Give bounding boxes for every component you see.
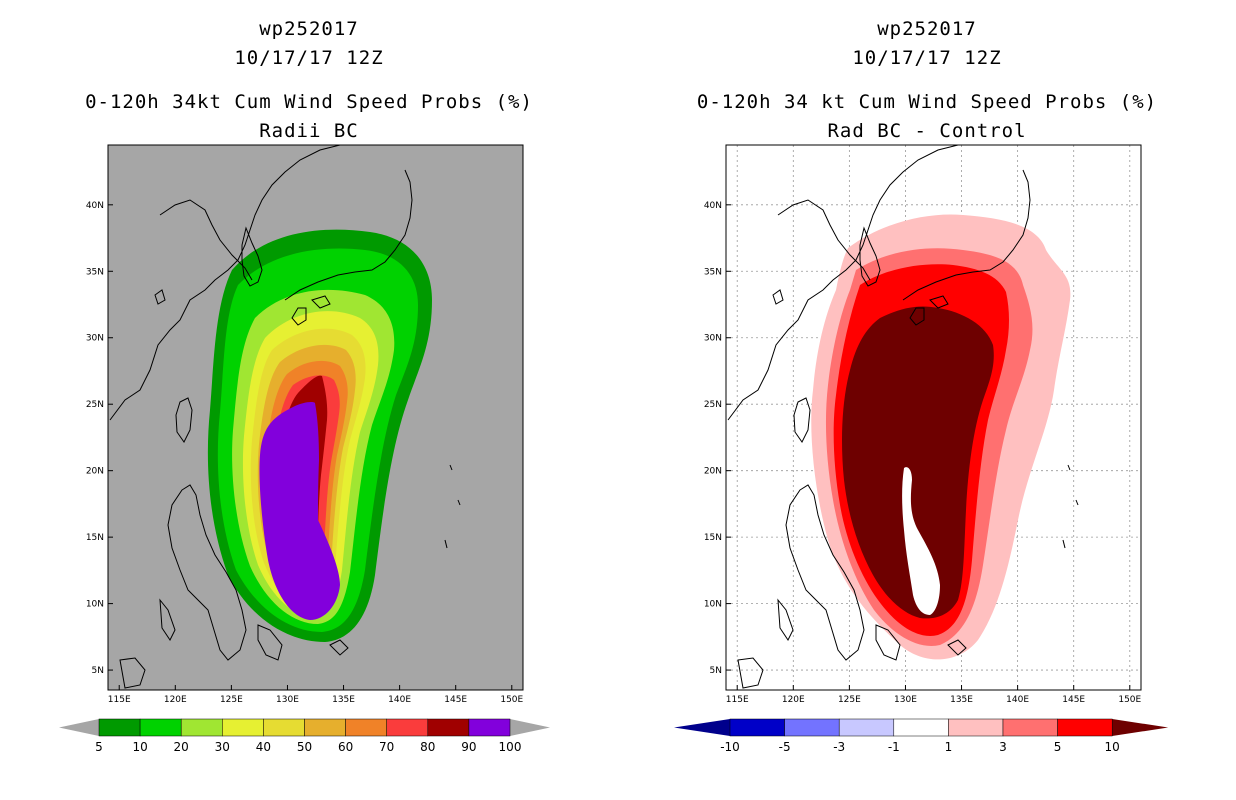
colorbar-label: -1 <box>888 740 900 754</box>
lat-label: 35N <box>86 267 104 277</box>
left-title-date: 10/17/17 12Z <box>234 47 384 69</box>
colorbar-label: 80 <box>420 740 435 754</box>
left-colorbar: 5 10 20 30 40 50 60 70 80 90 100 <box>59 718 550 754</box>
lon-label: 145E <box>444 695 467 705</box>
lat-label: 5N <box>710 666 722 676</box>
right-map-panel: wp252017 10/17/17 12Z 0-120h 34 kt Cum W… <box>618 0 1236 800</box>
lon-label: 140E <box>1006 695 1029 705</box>
colorbar-swatch <box>893 718 949 737</box>
colorbar-label: 60 <box>338 740 353 754</box>
lat-label: 35N <box>704 267 722 277</box>
left-probability-field <box>109 145 461 689</box>
colorbar-label: 1 <box>945 740 953 754</box>
right-title-subtitle: Rad BC - Control <box>827 120 1027 142</box>
right-coastlines <box>727 145 1079 689</box>
colorbar-swatch <box>427 718 470 737</box>
left-map-figure: 40N 35N 30N 25N 20N 15N 10N 5N 115E 120E 125E 130E 1… <box>59 144 550 754</box>
left-map-frame <box>107 144 524 691</box>
colorbar-label: 20 <box>174 740 189 754</box>
lon-label: 115E <box>726 695 749 705</box>
right-title-storm: wp252017 <box>877 18 977 40</box>
contour-90 <box>259 402 340 620</box>
left-title-storm: wp252017 <box>259 18 359 40</box>
colorbar-arrow-high <box>1112 719 1169 736</box>
colorbar-label: 10 <box>1105 740 1120 754</box>
lat-label: 10N <box>704 600 722 610</box>
colorbar-label: 100 <box>499 740 522 754</box>
colorbar-swatch <box>1002 718 1058 737</box>
colorbar-swatch <box>98 718 141 737</box>
right-colorbar: -10 -5 -3 -1 1 3 5 10 <box>674 718 1169 754</box>
colorbar-label: 3 <box>999 740 1007 754</box>
lon-label: 120E <box>164 695 187 705</box>
lat-label: 25N <box>704 400 722 410</box>
right-map-figure: 40N 35N 30N 25N 20N 15N 10N 5N 115E 120E 125E 130E 1… <box>674 144 1169 754</box>
lon-label: 150E <box>1118 695 1141 705</box>
lat-label: 20N <box>704 467 722 477</box>
colorbar-swatch <box>468 718 511 737</box>
colorbar-swatch <box>139 718 182 737</box>
lat-label: 30N <box>704 334 722 344</box>
colorbar-swatch <box>386 718 429 737</box>
colorbar-swatch <box>180 718 223 737</box>
colorbar-swatch <box>838 718 895 737</box>
colorbar-label: -5 <box>779 740 791 754</box>
colorbar-label: 90 <box>461 740 476 754</box>
lat-label: 25N <box>86 400 104 410</box>
left-axis-ticks: 40N 35N 30N 25N 20N 15N 10N 5N 115E 120E 125E 130E 1… <box>86 201 524 705</box>
diff-above-10 <box>842 306 994 619</box>
lat-label: 15N <box>86 533 104 543</box>
diff-near-zero <box>902 467 940 615</box>
lat-label: 10N <box>86 600 104 610</box>
left-coastlines <box>109 145 461 689</box>
colorbar-label: -3 <box>833 740 845 754</box>
colorbar-swatch <box>729 718 785 737</box>
lon-label: 120E <box>782 695 805 705</box>
lon-label: 115E <box>108 695 131 705</box>
colorbar-label: 50 <box>297 740 312 754</box>
lat-label: 30N <box>86 334 104 344</box>
left-title-subtitle: Radii BC <box>259 120 359 142</box>
colorbar-label: -10 <box>720 740 740 754</box>
colorbar-label: 5 <box>95 740 103 754</box>
colorbar-label: 5 <box>1054 740 1062 754</box>
lon-label: 135E <box>950 695 973 705</box>
colorbar-label: 10 <box>132 740 147 754</box>
lat-label: 40N <box>704 201 722 211</box>
colorbar-swatch <box>345 718 387 737</box>
lat-label: 40N <box>86 201 104 211</box>
colorbar-swatch <box>948 718 1004 737</box>
colorbar-label: 30 <box>215 740 230 754</box>
left-title-product: 0-120h 34kt Cum Wind Speed Probs (%) <box>85 91 533 113</box>
colorbar-label: 40 <box>256 740 271 754</box>
lon-label: 125E <box>220 695 243 705</box>
colorbar-arrow-low <box>674 719 730 736</box>
lon-label: 130E <box>894 695 917 705</box>
colorbar-swatch <box>784 718 840 737</box>
lon-label: 125E <box>838 695 861 705</box>
right-difference-field <box>727 145 1079 689</box>
left-map-panel: wp252017 10/17/17 12Z 0-120h 34kt Cum Wi… <box>59 18 550 754</box>
colorbar-swatch <box>222 718 264 737</box>
lat-label: 20N <box>86 467 104 477</box>
colorbar-arrow-high <box>510 719 550 736</box>
right-title-date: 10/17/17 12Z <box>852 47 1002 69</box>
right-title-product: 0-120h 34 kt Cum Wind Speed Probs (%) <box>696 91 1158 113</box>
colorbar-swatch <box>304 718 346 737</box>
lat-label: 15N <box>704 533 722 543</box>
lon-label: 135E <box>332 695 355 705</box>
lat-label: 5N <box>92 666 104 676</box>
right-map-frame <box>725 144 1142 691</box>
colorbar-swatch <box>1057 718 1113 737</box>
colorbar-label: 70 <box>379 740 394 754</box>
lon-label: 150E <box>500 695 523 705</box>
colorbar-arrow-low <box>59 719 99 736</box>
lon-label: 130E <box>276 695 299 705</box>
colorbar-swatch <box>263 718 305 737</box>
lon-label: 145E <box>1062 695 1085 705</box>
right-axis-ticks: 40N 35N 30N 25N 20N 15N 10N 5N 115E 120E 125E 130E 1… <box>704 201 1142 705</box>
lon-label: 140E <box>388 695 411 705</box>
